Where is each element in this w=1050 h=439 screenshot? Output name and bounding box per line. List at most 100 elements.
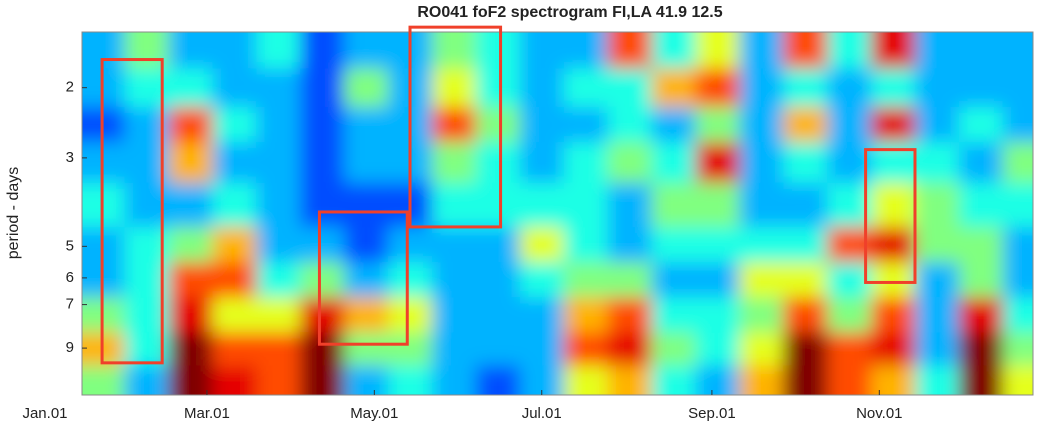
heatmap-cell (871, 182, 916, 228)
heatmap-cell (651, 262, 696, 298)
heatmap-cell (783, 68, 828, 108)
heatmap-cell (563, 142, 609, 184)
x-tick-label: May.01 (350, 405, 398, 422)
heatmap-cell (256, 332, 301, 366)
heatmap-cell (607, 262, 653, 298)
heatmap-cell (695, 106, 740, 143)
heatmap-cell (300, 32, 345, 69)
heatmap-cell (739, 32, 784, 69)
heatmap-cell (783, 106, 828, 143)
heatmap-cell (958, 68, 1004, 108)
x-tick-label: Mar.01 (184, 405, 230, 422)
heatmap-cell (82, 68, 126, 108)
heatmap-cell (914, 68, 960, 108)
heatmap-cell (519, 297, 565, 333)
y-tick-label: 9 (66, 339, 74, 356)
heatmap-cell (914, 227, 960, 263)
heatmap-cell (739, 227, 784, 263)
heatmap-cell (1002, 262, 1033, 298)
heatmap-cell (475, 227, 521, 263)
heatmap-cell (783, 142, 828, 184)
heatmap-cell (168, 297, 213, 333)
heatmap-cell (695, 68, 740, 108)
heatmap-cell (212, 32, 257, 69)
heatmap-cell (475, 32, 521, 69)
heatmap-cell (695, 297, 740, 333)
heatmap-cell (212, 182, 257, 228)
heatmap-cell (607, 32, 653, 69)
highlight-box (864, 148, 917, 284)
heatmap-cell (739, 142, 784, 184)
heatmap-cell (431, 297, 477, 333)
heatmap-cell (519, 332, 565, 366)
heatmap-cell (695, 332, 740, 366)
heatmap-cell (871, 297, 916, 333)
heatmap-cell (914, 106, 960, 143)
heatmap-cell (914, 182, 960, 228)
heatmap-cell (871, 68, 916, 108)
heatmap-cell (212, 297, 257, 333)
heatmap-cell (475, 68, 521, 108)
heatmap-cell (519, 142, 565, 184)
heatmap-cell (827, 32, 872, 69)
heatmap-cell (607, 297, 653, 333)
heatmap-cell (739, 182, 784, 228)
heatmap-cell (431, 227, 477, 263)
heatmap-cell (827, 68, 872, 108)
heatmap-cell (695, 142, 740, 184)
heatmap-cell (739, 68, 784, 108)
heatmap-cell (82, 182, 126, 228)
heatmap-cell (344, 182, 389, 228)
heatmap-cell (82, 297, 126, 333)
heatmap-cell (1002, 365, 1033, 395)
heatmap-cell (827, 365, 872, 395)
heatmap-cell (651, 182, 696, 228)
heatmap-cell (914, 32, 960, 69)
heatmap-cell (958, 262, 1004, 298)
highlight-box (317, 210, 409, 346)
heatmap-cell (651, 142, 696, 184)
heatmap-cell (695, 182, 740, 228)
heatmap-cell (124, 365, 169, 395)
heatmap-cell (1002, 297, 1033, 333)
heatmap-cell (256, 142, 301, 184)
heatmap-cell (1002, 142, 1033, 184)
heatmap-cell (871, 106, 916, 143)
heatmap-cell (563, 182, 609, 228)
heatmap-cell (563, 32, 609, 69)
heatmap-cell (783, 297, 828, 333)
heatmap-cell (519, 106, 565, 143)
heatmap-cell (475, 142, 521, 184)
heatmap-cell (82, 227, 126, 263)
heatmap-cell (431, 68, 477, 108)
heatmap-cell (431, 182, 477, 228)
heatmap-cell (344, 262, 389, 298)
heatmap-cell (168, 332, 213, 366)
heatmap-cell (431, 142, 477, 184)
x-tick-label: Sep.01 (688, 405, 736, 422)
heatmap-cell (388, 262, 433, 298)
heatmap-cell (958, 227, 1004, 263)
heatmap-cell (168, 365, 213, 395)
heatmap-cell (783, 262, 828, 298)
heatmap-cell (344, 106, 389, 143)
heatmap-cell (431, 332, 477, 366)
y-tick-label: 5 (66, 237, 74, 254)
heatmap-cell (344, 365, 389, 395)
heatmap-cell (300, 182, 345, 228)
heatmap-cell (783, 182, 828, 228)
y-tick-label: 7 (66, 296, 74, 313)
heatmap-cell (82, 365, 126, 395)
heatmap-cell (300, 68, 345, 108)
heatmap-cell (300, 365, 345, 395)
heatmap-cell (695, 32, 740, 69)
heatmap-cell (344, 297, 389, 333)
heatmap-cell (168, 32, 213, 69)
heatmap-cell (607, 106, 653, 143)
heatmap (82, 32, 1033, 395)
heatmap-cell (914, 332, 960, 366)
heatmap-cell (256, 182, 301, 228)
plot-frame (81, 31, 1034, 396)
heatmap-cell (1002, 182, 1033, 228)
heatmap-cell (82, 106, 126, 143)
